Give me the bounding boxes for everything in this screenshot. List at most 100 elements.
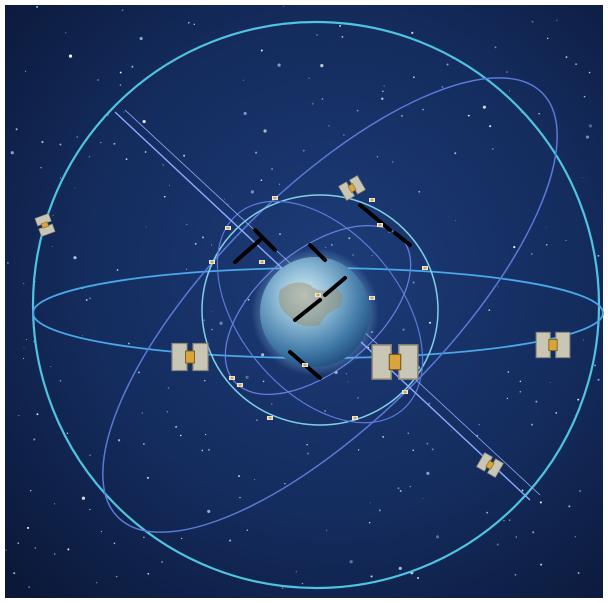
small-satellite: [229, 376, 235, 380]
star: [574, 536, 577, 538]
star: [545, 226, 547, 228]
star: [429, 321, 432, 324]
star: [328, 125, 330, 127]
star: [302, 149, 305, 152]
small-satellite: [422, 266, 428, 270]
star: [422, 498, 424, 499]
star: [13, 572, 16, 575]
star: [583, 95, 586, 98]
star: [431, 448, 434, 451]
star: [411, 31, 414, 34]
star: [489, 125, 492, 128]
star: [128, 342, 130, 345]
star: [426, 471, 430, 475]
star: [325, 246, 327, 248]
star: [348, 237, 351, 240]
star: [263, 129, 267, 133]
star: [186, 223, 188, 226]
star: [531, 253, 533, 255]
star: [262, 380, 265, 383]
star: [210, 311, 212, 313]
star: [247, 298, 250, 301]
star: [143, 536, 145, 538]
star: [376, 156, 379, 158]
small-satellite: [352, 416, 358, 420]
star: [143, 443, 145, 445]
star: [36, 5, 39, 8]
star: [284, 482, 286, 485]
star: [271, 168, 273, 170]
star: [339, 24, 342, 27]
star: [506, 71, 508, 73]
star: [25, 338, 28, 341]
star: [540, 563, 543, 566]
star: [450, 430, 452, 432]
small-satellite: [302, 363, 308, 367]
star: [509, 519, 511, 521]
star: [382, 90, 384, 93]
star: [166, 411, 168, 413]
star: [50, 366, 52, 368]
star: [146, 476, 149, 479]
inner-orbit: [201, 194, 439, 426]
star: [207, 509, 211, 513]
star: [588, 71, 591, 74]
small-satellite: [377, 223, 383, 227]
star: [455, 220, 456, 222]
star: [167, 387, 170, 389]
star: [260, 179, 263, 182]
star: [161, 560, 164, 564]
star: [23, 346, 25, 348]
star: [100, 141, 102, 144]
small-satellite: [267, 416, 273, 420]
star: [250, 190, 254, 194]
star: [100, 530, 103, 533]
star: [441, 85, 444, 88]
star: [467, 114, 470, 117]
star: [142, 119, 146, 124]
star: [175, 425, 178, 428]
star: [22, 357, 25, 360]
star: [66, 432, 69, 435]
star: [224, 198, 225, 200]
star: [283, 6, 285, 8]
star: [23, 283, 25, 285]
star: [531, 20, 534, 23]
star: [227, 203, 229, 205]
star: [321, 98, 324, 100]
star: [123, 111, 125, 113]
star: [25, 70, 26, 72]
star: [308, 77, 311, 80]
star: [205, 434, 207, 436]
star: [137, 371, 140, 374]
star: [261, 353, 265, 357]
star: [41, 140, 44, 144]
star: [139, 36, 143, 41]
star: [89, 297, 91, 300]
star: [239, 496, 241, 499]
star: [36, 413, 39, 416]
star: [7, 262, 9, 264]
star: [509, 90, 510, 92]
star: [85, 299, 88, 301]
star: [245, 375, 249, 379]
star: [503, 519, 505, 522]
star: [119, 84, 122, 86]
star: [556, 19, 558, 22]
star: [255, 151, 258, 154]
star: [381, 97, 384, 100]
star: [115, 575, 118, 578]
star: [95, 581, 98, 584]
small-satellite: [369, 296, 375, 300]
star: [345, 373, 347, 375]
star: [320, 64, 324, 68]
star: [397, 487, 400, 490]
star: [585, 135, 590, 139]
star: [207, 448, 211, 451]
star: [119, 71, 122, 74]
star: [594, 364, 596, 367]
star: [34, 547, 37, 549]
star: [582, 177, 583, 179]
